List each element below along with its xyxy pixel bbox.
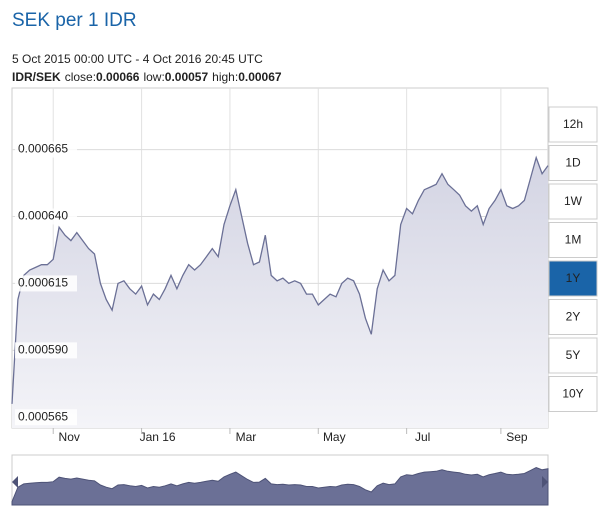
navigator-area xyxy=(11,467,549,506)
range-button-label: 1W xyxy=(564,194,583,208)
range-button-bg xyxy=(548,145,598,181)
range-button[interactable]: 5Y xyxy=(548,337,598,374)
range-button-bg xyxy=(548,106,598,143)
x-tick-label: Mar xyxy=(236,430,257,444)
y-tick-label-bg xyxy=(15,208,77,225)
stat-label: low: xyxy=(143,70,164,84)
stats-line: IDR/SEK close:0.00066 low:0.00057 high:0.00… xyxy=(12,70,282,84)
range-button-label: 1D xyxy=(565,156,581,170)
range-button-label: 2Y xyxy=(566,310,581,324)
range-button[interactable]: 1D xyxy=(548,145,598,181)
range-button-bg xyxy=(548,299,598,335)
stat-label: high: xyxy=(212,70,238,84)
y-tick-label-bg xyxy=(15,275,77,292)
range-button-bg xyxy=(548,183,598,220)
y-tick-label-bg xyxy=(15,342,77,359)
range-button-label: 5Y xyxy=(566,348,581,362)
range-button-bg xyxy=(548,222,598,258)
range-button-bg xyxy=(548,260,598,297)
range-button-label: 10Y xyxy=(562,387,583,401)
range-button[interactable]: 1M xyxy=(548,222,598,258)
stat-label: close: xyxy=(65,70,96,84)
navigator-handle-right xyxy=(542,476,548,488)
y-tick-label: 0.000640 xyxy=(18,209,68,223)
range-button-label: 1Y xyxy=(566,271,581,285)
y-tick-label-bg xyxy=(15,141,77,158)
x-tick-label: Jul xyxy=(415,430,430,444)
y-tick-label-bg xyxy=(15,409,77,426)
y-tick-label: 0.000590 xyxy=(18,343,68,357)
x-tick-label: May xyxy=(323,430,346,444)
range-button-bg xyxy=(548,376,598,412)
subtitle: 5 Oct 2015 00:00 UTC - 4 Oct 2016 20:45 … xyxy=(12,52,263,66)
range-button[interactable]: 1Y xyxy=(548,260,598,297)
range-button[interactable]: 10Y xyxy=(548,376,598,412)
x-tick-label: Jan 16 xyxy=(140,430,176,444)
range-button[interactable]: 1W xyxy=(548,183,598,220)
range-button[interactable]: 12h xyxy=(548,106,598,143)
range-button-label: 12h xyxy=(563,117,583,131)
stat-value: 0.00066 xyxy=(96,70,140,84)
range-button-bg xyxy=(548,337,598,374)
x-tick-label: Nov xyxy=(59,430,80,444)
price-line xyxy=(11,155,549,404)
range-button[interactable]: 2Y xyxy=(548,299,598,335)
x-tick-label: Sep xyxy=(506,430,528,444)
y-tick-label: 0.000665 xyxy=(18,142,68,156)
pair: IDR/SEK xyxy=(12,70,61,84)
y-tick-label: 0.000565 xyxy=(18,409,68,423)
y-tick-label: 0.000615 xyxy=(18,276,68,290)
stat-value: 0.00067 xyxy=(238,70,282,84)
navigator-handle-left xyxy=(12,476,18,488)
range-button-label: 1M xyxy=(565,233,582,247)
stat-value: 0.00057 xyxy=(165,70,209,84)
chart-title: SEK per 1 IDR xyxy=(12,10,137,31)
area-fill xyxy=(12,157,548,428)
